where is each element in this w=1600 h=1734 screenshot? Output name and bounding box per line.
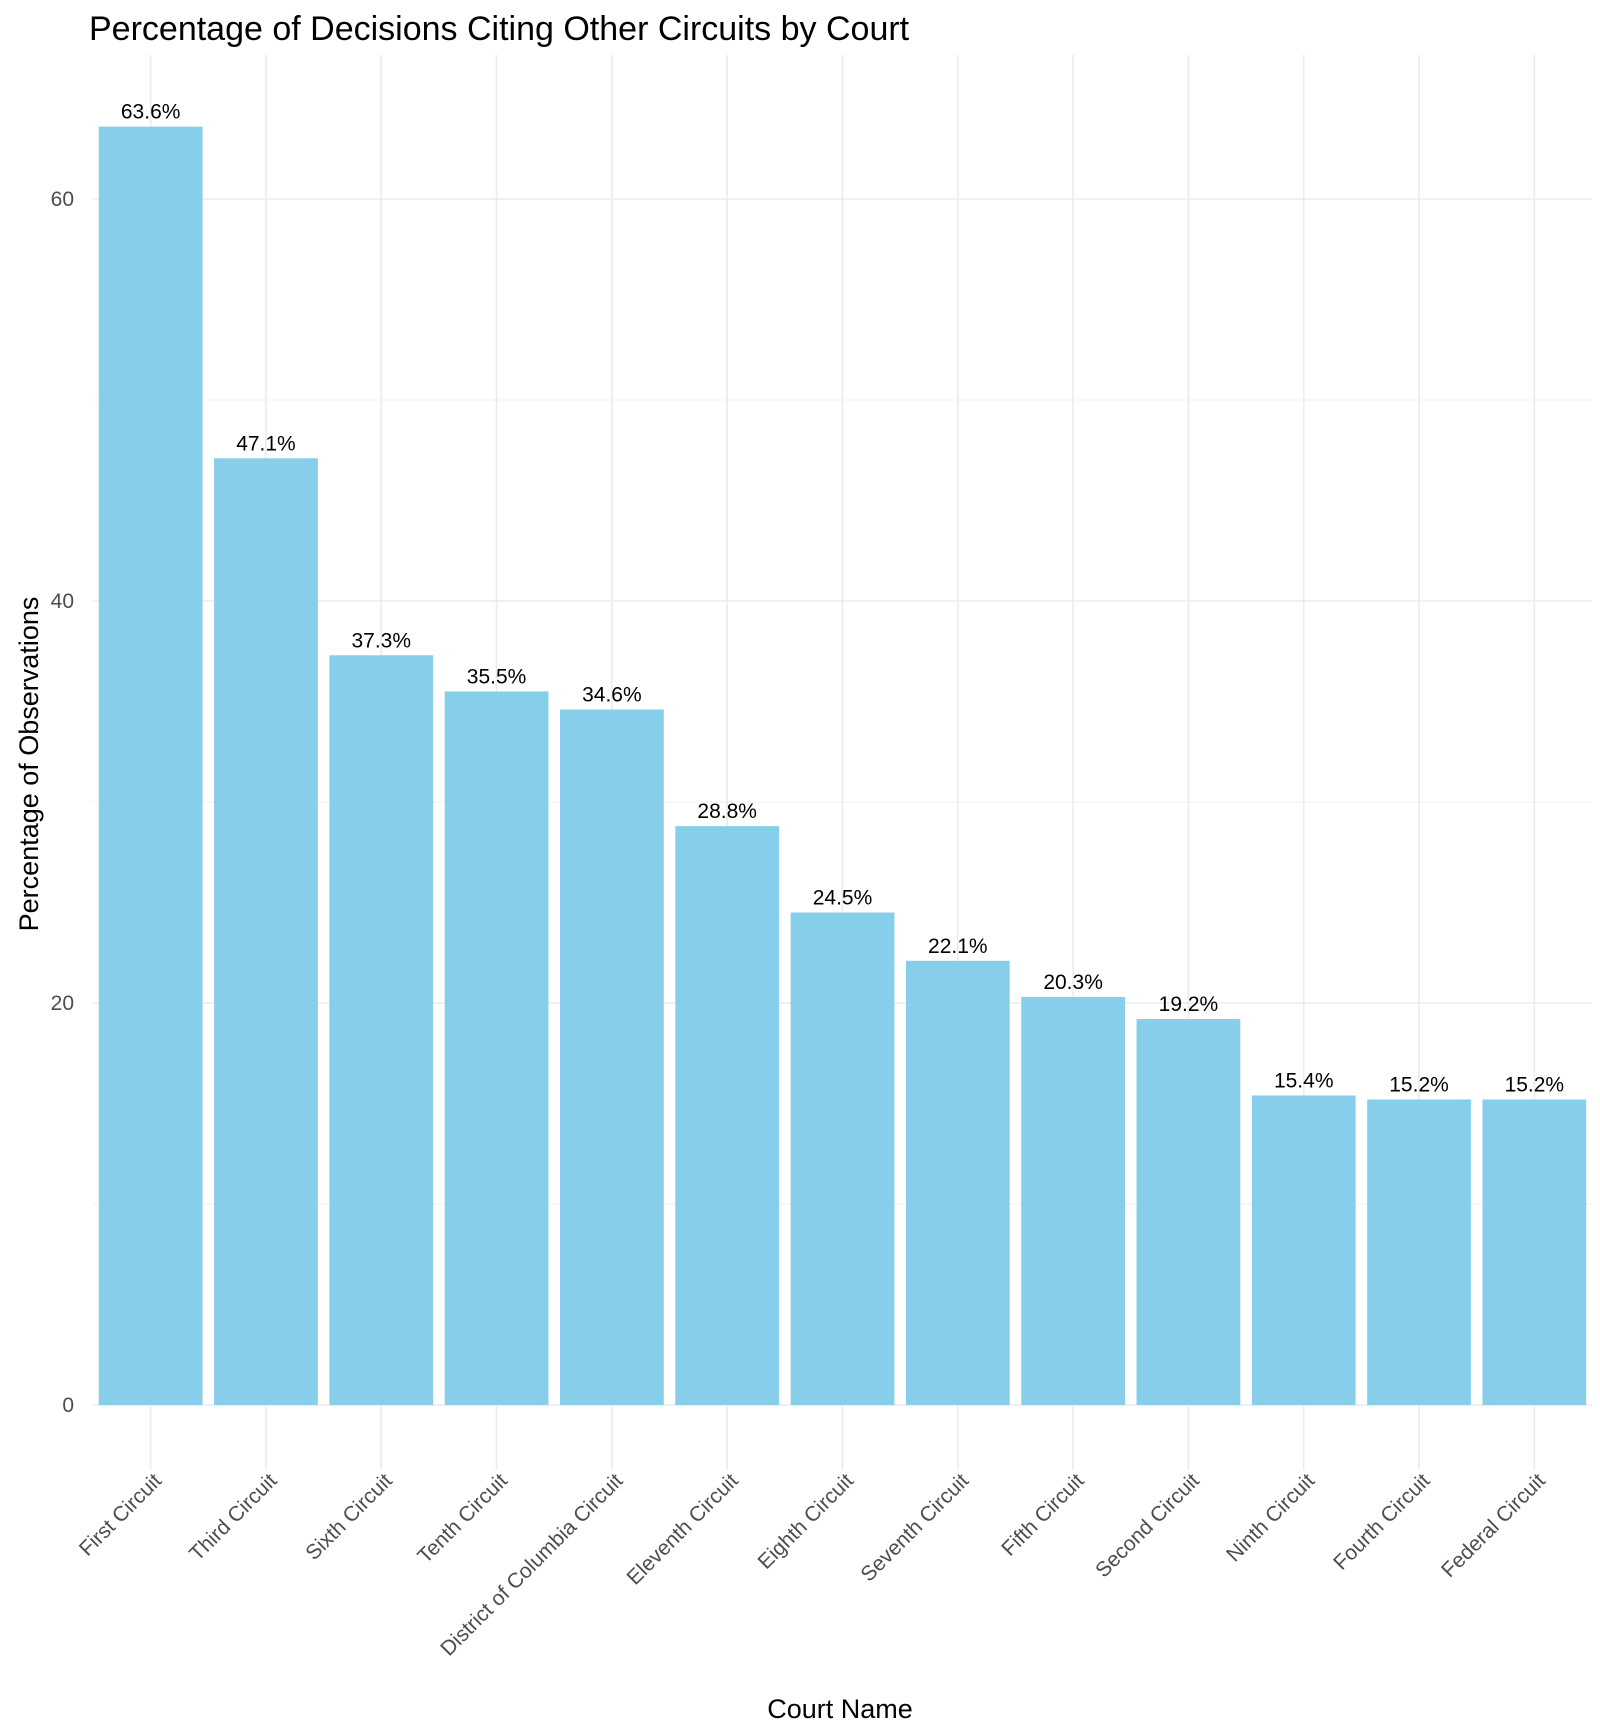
x-tick-label: Seventh Circuit <box>856 1469 973 1586</box>
x-axis-ticks: First Circuit Third Circuit Sixth Circuit T… <box>75 1469 1550 1660</box>
bar-value-label: 34.6% <box>582 684 642 707</box>
x-tick-label: Fourth Circuit <box>1329 1469 1434 1574</box>
x-tick-label: Federal Circuit <box>1437 1469 1550 1582</box>
bar-value-label: 35.5% <box>467 665 527 688</box>
bar-value-label: 15.2% <box>1389 1073 1449 1096</box>
x-tick-label: Ninth Circuit <box>1222 1469 1319 1566</box>
bar-labels: 63.6% 47.1% 37.3% 35.5% 34.6% 28.8% 24.5% 22.1%… <box>121 101 1564 1097</box>
bar-value-label: 28.8% <box>697 800 757 823</box>
bar <box>329 655 434 1405</box>
bar-value-label: 19.2% <box>1159 993 1219 1016</box>
y-axis-ticks: 0 20 40 60 <box>51 188 74 1417</box>
bar <box>559 709 664 1405</box>
bar <box>444 691 549 1405</box>
x-tick-label: Fifth Circuit <box>997 1469 1088 1560</box>
bar <box>1136 1019 1241 1405</box>
bar-value-label: 24.5% <box>813 887 873 910</box>
y-tick-label: 0 <box>62 1394 74 1417</box>
bar-value-label: 20.3% <box>1043 971 1103 994</box>
bar <box>790 912 895 1405</box>
bar <box>98 126 203 1405</box>
chart-title: Percentage of Decisions Citing Other Cir… <box>89 10 910 48</box>
x-tick-label: Eighth Circuit <box>753 1469 858 1574</box>
x-tick-label: District of Columbia Circuit <box>436 1469 627 1660</box>
bar <box>1251 1095 1356 1405</box>
bar-value-label: 22.1% <box>928 935 988 958</box>
y-tick-label: 60 <box>51 188 74 211</box>
x-tick-label: Second Circuit <box>1091 1469 1204 1582</box>
bar-value-label: 15.2% <box>1505 1073 1565 1096</box>
bar <box>905 960 1010 1405</box>
y-axis-title: Percentage of Observations <box>14 597 44 932</box>
x-tick-label: Third Circuit <box>185 1469 281 1565</box>
bar-value-label: 37.3% <box>351 629 411 652</box>
y-tick-label: 20 <box>51 992 74 1015</box>
x-tick-label: Tenth Circuit <box>413 1469 512 1568</box>
bar <box>1482 1099 1587 1405</box>
bar-value-label: 47.1% <box>236 432 296 455</box>
bar-value-label: 15.4% <box>1274 1069 1334 1092</box>
x-axis-title: Court Name <box>767 1694 913 1724</box>
x-tick-label: Eleventh Circuit <box>622 1469 742 1589</box>
y-tick-label: 40 <box>51 590 74 613</box>
bar <box>214 458 318 1405</box>
bar <box>675 826 780 1405</box>
x-tick-label: First Circuit <box>75 1469 166 1560</box>
bar-value-label: 63.6% <box>121 101 181 124</box>
bar <box>1021 996 1126 1405</box>
bars <box>98 126 1587 1405</box>
x-tick-label: Sixth Circuit <box>301 1469 397 1565</box>
bar <box>1367 1099 1471 1405</box>
